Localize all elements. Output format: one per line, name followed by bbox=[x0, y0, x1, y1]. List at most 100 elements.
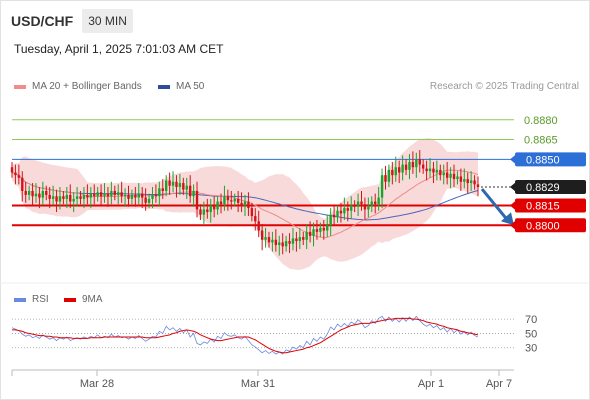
candle bbox=[168, 172, 171, 195]
candle-body bbox=[72, 198, 75, 202]
ma50-label: MA 50 bbox=[176, 81, 205, 92]
legend-ma50: MA 50 bbox=[158, 81, 204, 92]
candle bbox=[86, 184, 89, 205]
candle bbox=[106, 187, 110, 207]
ma20-label: MA 20 + Bollinger Bands bbox=[32, 81, 142, 92]
rsi-tick-label: 50 bbox=[525, 328, 537, 340]
candle bbox=[374, 193, 377, 214]
candle bbox=[353, 200, 356, 213]
candle bbox=[463, 168, 466, 189]
candle-body bbox=[171, 181, 175, 186]
price-tag-pointer bbox=[510, 200, 516, 211]
candle bbox=[397, 160, 401, 184]
candle-body bbox=[350, 205, 353, 211]
candle bbox=[339, 202, 343, 223]
ma50-swatch bbox=[158, 84, 170, 89]
candle-body bbox=[374, 201, 377, 205]
candle-body bbox=[271, 239, 274, 243]
candle bbox=[134, 187, 137, 207]
candle-body bbox=[144, 197, 147, 203]
candle-body bbox=[466, 179, 469, 184]
candle bbox=[418, 150, 421, 173]
candle-body bbox=[243, 201, 247, 206]
candle bbox=[380, 168, 384, 209]
candle-body bbox=[394, 167, 397, 176]
candle-body bbox=[397, 167, 401, 173]
candle bbox=[31, 183, 34, 206]
candle bbox=[401, 155, 404, 181]
candle bbox=[75, 187, 79, 207]
candle-body bbox=[137, 193, 140, 198]
timeframe-button[interactable]: 30 MIN bbox=[82, 9, 133, 33]
candle-body bbox=[158, 188, 161, 197]
candle-body bbox=[82, 194, 86, 199]
candle-body bbox=[281, 242, 284, 247]
candle-body bbox=[38, 193, 41, 198]
price-label-0.8829: 0.8829 bbox=[526, 182, 560, 194]
candle-body bbox=[267, 237, 271, 243]
candle-body bbox=[31, 190, 34, 197]
candle-body bbox=[425, 168, 428, 172]
candle bbox=[113, 185, 116, 201]
candle bbox=[319, 222, 322, 238]
candle-body bbox=[408, 161, 411, 170]
candle bbox=[391, 161, 394, 185]
candle bbox=[274, 229, 278, 252]
credit-text: Research © 2025 Trading Central bbox=[429, 81, 579, 92]
candle bbox=[425, 160, 428, 181]
price-tag-0.8829 bbox=[515, 180, 586, 195]
candle bbox=[428, 158, 432, 178]
candle-body bbox=[58, 196, 62, 202]
candle-body bbox=[134, 194, 137, 198]
candle-body bbox=[161, 188, 164, 191]
candle-body bbox=[363, 204, 367, 210]
candle bbox=[89, 187, 93, 209]
candle-body bbox=[418, 159, 421, 165]
candle-body bbox=[421, 164, 425, 169]
candle-body bbox=[456, 176, 459, 180]
candle bbox=[99, 184, 103, 206]
price-label-0.8850: 0.8850 bbox=[526, 154, 560, 166]
candle bbox=[247, 192, 250, 217]
candle-body bbox=[404, 164, 408, 170]
candle-body bbox=[415, 159, 418, 168]
candle-body bbox=[326, 225, 329, 231]
candle bbox=[267, 231, 271, 248]
price-tag-pointer bbox=[510, 220, 516, 231]
candle bbox=[216, 196, 219, 215]
candle bbox=[161, 179, 164, 199]
candle-body bbox=[305, 231, 308, 240]
candle bbox=[315, 219, 319, 240]
candle-body bbox=[230, 200, 233, 202]
candle bbox=[151, 187, 154, 209]
candle bbox=[127, 185, 130, 207]
candle-body bbox=[411, 161, 415, 168]
candle-body bbox=[65, 194, 69, 199]
candle-body bbox=[377, 197, 380, 205]
price-tag-0.8800 bbox=[515, 218, 586, 233]
candle-body bbox=[199, 209, 202, 215]
rsi-label: RSI bbox=[32, 294, 49, 305]
candle-body bbox=[27, 190, 31, 195]
candle-body bbox=[219, 201, 223, 205]
candle-body bbox=[463, 179, 466, 182]
candle-body bbox=[62, 196, 65, 199]
symbol-label: USD/CHF bbox=[11, 13, 74, 29]
candle bbox=[394, 156, 397, 182]
candle bbox=[195, 181, 199, 218]
rsi-line bbox=[11, 315, 479, 355]
price-label-0.8815: 0.8815 bbox=[526, 200, 560, 212]
candle-body bbox=[336, 210, 339, 218]
candle bbox=[219, 193, 223, 214]
legend-rsi: RSI bbox=[14, 294, 49, 305]
candle-body bbox=[343, 208, 346, 214]
candle bbox=[123, 188, 127, 207]
candle bbox=[164, 175, 168, 197]
candle-body bbox=[312, 229, 315, 236]
candle bbox=[199, 204, 202, 220]
candle-body bbox=[188, 185, 192, 197]
candle bbox=[332, 205, 336, 226]
candle-body bbox=[14, 172, 17, 176]
candle bbox=[421, 159, 425, 174]
candle-body bbox=[247, 201, 250, 209]
